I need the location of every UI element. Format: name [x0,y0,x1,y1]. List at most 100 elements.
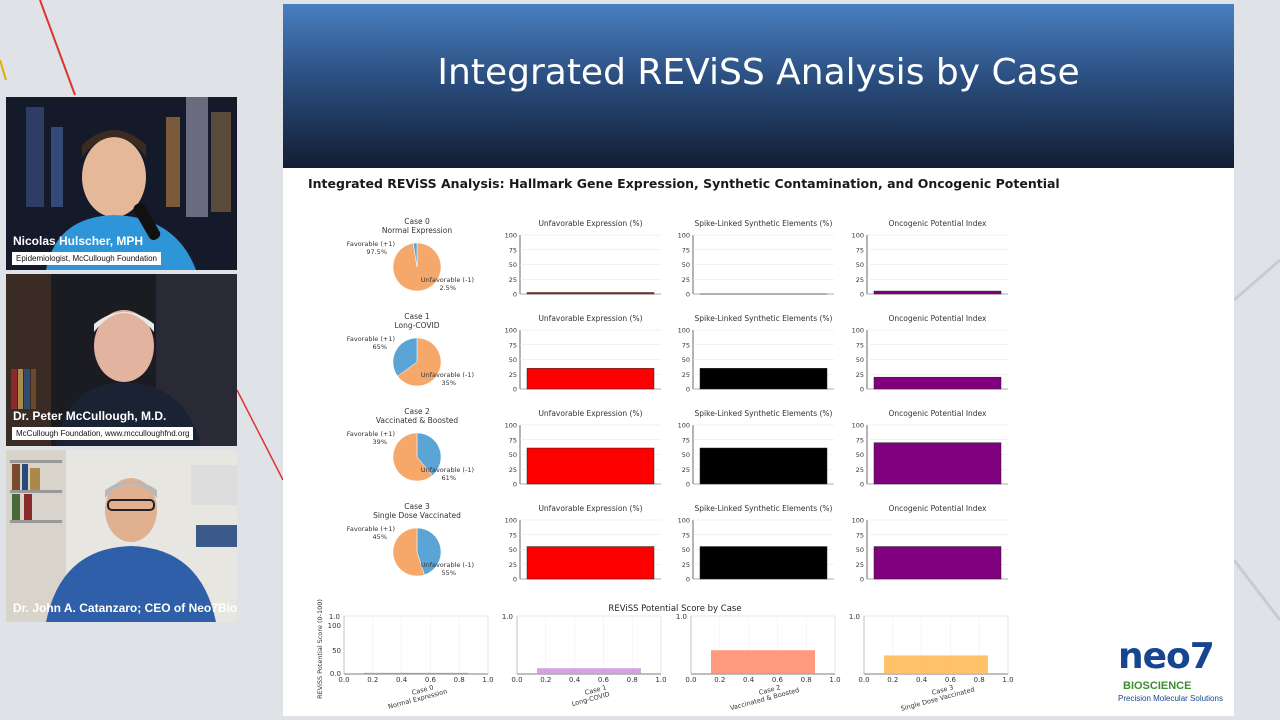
y-tick-label: 75 [856,246,864,254]
subplot-x-tick: 0.2 [540,676,551,684]
participant-name: Dr. John A. Catanzaro; CEO of Neo7Bio... [13,601,237,615]
score-chart-title: REViSS Potential Score by Case [608,604,741,614]
y-tick-label: 0 [860,291,864,299]
bar-case-2 [699,447,828,485]
y-tick-label: 100 [505,517,517,525]
bar-panel-title: Unfavorable Expression (%) [538,409,642,418]
subplot-x-tick: 0.4 [916,676,928,684]
score-y-tick: 50 [332,647,341,655]
bar-case-3 [699,546,828,580]
y-tick-label: 25 [856,371,864,379]
pie-slice-label: Favorable (+1) [347,335,395,343]
y-tick-label: 75 [509,246,517,254]
pie-slice [412,242,418,268]
y-tick-label: 50 [682,261,690,269]
figure-title: Integrated REViSS Analysis: Hallmark Gen… [308,176,1060,191]
pie-case-subtitle: Long-COVID [395,321,440,330]
pie-slice-label: Unfavorable (-1) [421,466,474,474]
y-tick-label: 25 [682,371,690,379]
y-tick-label: 0 [686,481,690,489]
y-tick-label: 75 [509,531,517,539]
y-tick-label: 50 [856,546,864,554]
pie-case-label: Case 3 [404,502,430,511]
bar-case-0 [526,292,655,295]
subplot-x-tick: 0.8 [974,676,985,684]
camera-feed [6,274,237,446]
y-tick-label: 0 [513,291,517,299]
bar-case-3 [873,546,1002,580]
y-tick-label: 75 [856,531,864,539]
y-tick-label: 25 [856,276,864,284]
bar-case-1 [699,368,828,390]
y-tick-label: 75 [856,341,864,349]
bar-panel-title: Spike-Linked Synthetic Elements (%) [695,409,833,418]
pie-slice [416,432,442,476]
participant-name: Nicolas Hulscher, MPH [13,234,144,248]
subplot-x-tick: 0.2 [887,676,898,684]
y-tick-label: 0 [513,576,517,584]
y-tick-label: 75 [509,436,517,444]
subplot-y-tick: 1.0 [849,613,860,621]
y-tick-label: 0 [686,576,690,584]
y-tick-label: 75 [682,436,690,444]
participant-subtitle: McCullough Foundation, www.mcculloughfnd… [12,427,194,440]
video-tile-catanzaro[interactable]: Dr. John A. Catanzaro; CEO of Neo7Bio... [6,450,237,622]
pie-case-label: Case 0 [404,217,430,226]
y-tick-label: 100 [505,327,517,335]
y-tick-label: 0 [860,386,864,394]
video-tile-mccullough[interactable]: Dr. Peter McCullough, M.D. McCullough Fo… [6,274,237,446]
pie-slice [392,527,425,577]
y-tick-label: 100 [505,422,517,430]
bar-case-1 [873,376,1002,390]
bar-panel-title: Unfavorable Expression (%) [538,504,642,513]
pie-case-subtitle: Vaccinated & Boosted [376,416,459,425]
bar-panel-title: Oncogenic Potential Index [889,219,988,228]
subplot-x-tick: 0.6 [772,676,784,684]
y-tick-label: 50 [682,546,690,554]
subplot-x-tick: 0.6 [945,676,957,684]
score-bar [711,650,815,674]
pie-slice-value: 61% [442,474,456,482]
bar-case-1 [526,368,655,390]
y-tick-label: 100 [852,327,864,335]
logo-line1: BIOSCIENCE [1123,680,1192,692]
neo7-logo: neo7 BIOSCIENCE Precision Molecular Solu… [1118,636,1228,708]
pie-slice-label: Unfavorable (-1) [421,561,474,569]
y-tick-label: 100 [852,232,864,240]
bar-case-2 [526,447,655,485]
subplot-x-tick: 1.0 [655,676,666,684]
pie-case-subtitle: Single Dose Vaccinated [373,511,461,520]
y-tick-label: 25 [509,371,517,379]
bar-panel-title: Oncogenic Potential Index [889,504,988,513]
subplot-x-tick: 0.6 [598,676,610,684]
pie-slice [392,432,433,482]
y-tick-label: 100 [678,327,690,335]
y-tick-label: 25 [856,561,864,569]
pie-slice [397,337,442,387]
y-tick-label: 50 [682,451,690,459]
logo-line2: Precision Molecular Solutions [1118,694,1223,703]
pie-case-label: Case 1 [404,312,430,321]
score-bar [537,668,641,674]
subplot-x-tick: 0.4 [396,676,408,684]
y-tick-label: 25 [509,276,517,284]
score-y-label: REViSS Potential Score (0-100) [316,599,324,699]
y-tick-label: 25 [509,466,517,474]
score-y-tick: 0.0 [330,670,341,678]
participant-name: Dr. Peter McCullough, M.D. [13,409,167,423]
y-tick-label: 50 [509,261,517,269]
y-tick-label: 0 [860,481,864,489]
subplot-x-tick: 0.8 [801,676,812,684]
subplot-x-tick: 0.4 [743,676,755,684]
y-tick-label: 50 [509,546,517,554]
y-tick-label: 75 [856,436,864,444]
subplot-y-tick: 1.0 [329,613,340,621]
y-tick-label: 50 [509,356,517,364]
slide-header: Integrated REViSS Analysis by Case [283,4,1234,168]
subplot-y-tick: 1.0 [502,613,513,621]
video-tile-hulscher[interactable]: Nicolas Hulscher, MPH Epidemiologist, Mc… [6,97,237,270]
subplot-x-tick: 1.0 [482,676,493,684]
y-tick-label: 0 [860,576,864,584]
y-tick-label: 50 [509,451,517,459]
